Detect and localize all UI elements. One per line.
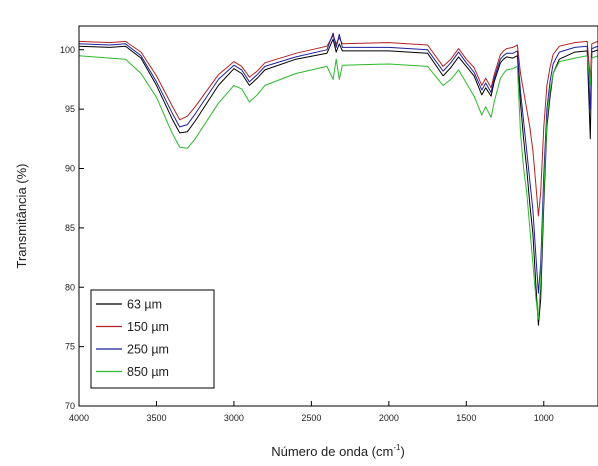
y-tick-label: 80	[65, 282, 75, 292]
legend-label-4: 850 µm	[127, 365, 169, 379]
x-tick-label: 4000	[69, 413, 89, 423]
legend-label-2: 150 µm	[127, 320, 169, 334]
x-tick-label: 3500	[146, 413, 166, 423]
legend-label-3: 250 µm	[127, 343, 169, 357]
x-tick-label: 1000	[534, 413, 554, 423]
series-line-2	[78, 35, 598, 217]
series-layer	[78, 32, 598, 326]
x-axis: 4000 3500 3000 2500 2000 1500 1000	[69, 401, 554, 423]
x-tick-label: 2500	[301, 413, 321, 423]
x-tick-label: 2000	[379, 413, 399, 423]
x-tick-label: 3000	[224, 413, 244, 423]
plot-frame	[78, 25, 598, 407]
legend-label-1: 63 µm	[127, 298, 162, 312]
y-axis: 70 75 80 85 90 95 100	[60, 45, 84, 411]
y-tick-label: 70	[65, 401, 75, 411]
x-axis-title: Número de onda (cm-1)	[271, 443, 405, 459]
y-tick-label: 85	[65, 223, 75, 233]
y-tick-label: 95	[65, 104, 75, 114]
y-tick-label: 75	[65, 342, 75, 352]
y-tick-label: 90	[65, 164, 75, 174]
y-axis-title: Transmitância (%)	[14, 164, 29, 269]
series-line-4	[78, 55, 598, 320]
x-tick-label: 1500	[456, 413, 476, 423]
series-line-3	[78, 32, 598, 294]
legend: 63 µm 150 µm 250 µm 850 µm	[90, 289, 215, 389]
y-tick-label: 100	[60, 45, 75, 55]
